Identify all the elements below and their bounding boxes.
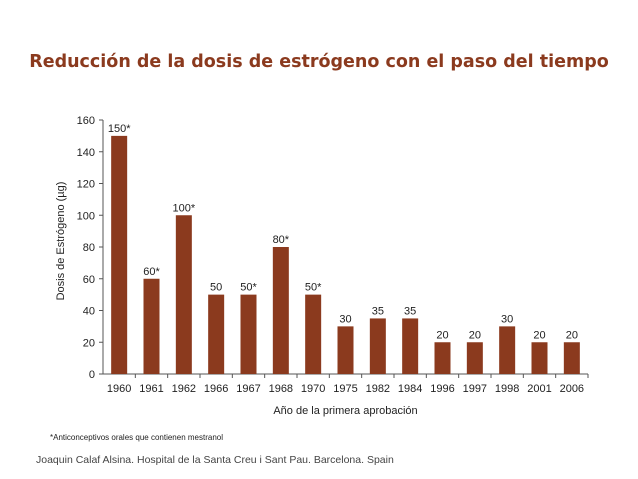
bar-2006 [563,342,580,374]
bar-1982 [369,318,386,374]
data-label: 50* [240,282,257,294]
bar-1997 [466,342,483,374]
x-tick-label: 1968 [269,383,293,395]
x-tick-label: 1962 [172,383,196,395]
x-tick-label: 1961 [139,383,163,395]
x-tick-label: 1975 [333,383,357,395]
x-tick-label: 2001 [527,383,551,395]
data-label: 35 [372,305,384,317]
bar-1960 [111,135,128,374]
y-tick-label: 40 [83,306,95,318]
y-tick-label: 140 [77,147,95,159]
bar-1962 [175,215,192,374]
bar-1961 [143,278,160,374]
x-tick-label: 1966 [204,383,228,395]
data-label: 35 [404,305,416,317]
bar-1970 [305,294,322,374]
data-label: 20 [469,329,481,341]
bar-1996 [434,342,451,374]
x-tick-label: 1998 [495,383,519,395]
y-axis-title: Dosis de Estrógeno (µg) [55,182,67,301]
y-tick-label: 100 [77,210,95,222]
data-label: 50 [210,282,222,294]
x-tick-label: 2006 [560,383,584,395]
data-label: 100* [173,202,196,214]
y-tick-label: 120 [77,179,95,191]
bar-1975 [337,326,354,374]
data-label: 20 [533,329,545,341]
y-tick-label: 160 [77,115,95,127]
x-tick-label: 1960 [107,383,131,395]
bar-1984 [402,318,419,374]
x-axis-title: Año de la primera aprobación [273,405,417,417]
x-tick-label: 1996 [430,383,454,395]
data-label: 80* [273,234,290,246]
data-label: 30 [501,313,513,325]
x-tick-label: 1984 [398,383,422,395]
x-tick-label: 1967 [236,383,260,395]
bar-2001 [531,342,548,374]
y-tick-label: 0 [89,369,95,381]
bar-1966 [208,294,225,374]
data-label: 50* [305,282,322,294]
data-label: 20 [436,329,448,341]
chart-title: Reducción de la dosis de estrógeno con e… [29,52,609,72]
bar-1967 [240,294,257,374]
x-tick-label: 1970 [301,383,325,395]
x-tick-label: 1997 [463,383,487,395]
x-tick-label: 1982 [366,383,390,395]
y-tick-label: 20 [83,337,95,349]
bar-1998 [499,326,516,374]
data-label: 150* [108,123,131,135]
y-tick-label: 80 [83,242,95,254]
credit-line: Joaquin Calaf Alsina. Hospital de la San… [36,454,394,466]
bar-1968 [272,247,289,374]
data-label: 20 [566,329,578,341]
footnote: *Anticonceptivos orales que contienen me… [50,433,223,442]
data-label: 30 [339,313,351,325]
data-label: 60* [143,266,160,278]
y-tick-label: 60 [83,274,95,286]
